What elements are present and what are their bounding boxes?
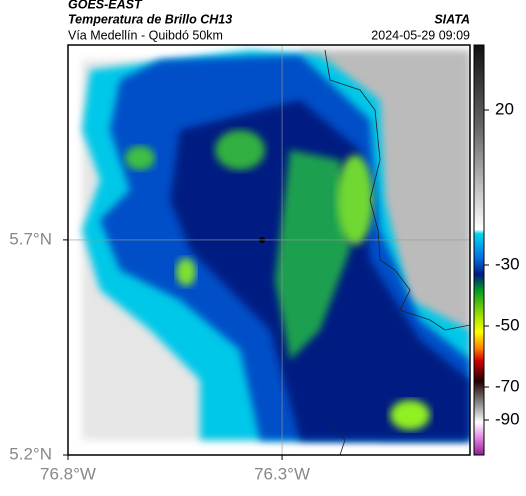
x-tick-label: 76.3°W — [254, 464, 310, 483]
colorbar-label: -30 — [495, 254, 520, 273]
location: Vía Medellín - Quibdó 50km — [68, 28, 223, 42]
y-tick-label: 5.2°N — [9, 444, 52, 463]
x-tick-label: 76.8°W — [40, 464, 96, 483]
colorbar-label: -90 — [495, 409, 520, 428]
map-frame — [67, 44, 471, 456]
colorbar-label: 20 — [495, 99, 514, 118]
subtitle: Temperatura de Brillo CH13 — [68, 12, 232, 26]
colorbar — [473, 44, 485, 456]
satellite-image — [68, 45, 470, 455]
colorbar-label: -50 — [495, 315, 520, 334]
axes: 76.8°W 76.3°W 5.7°N 5.2°N 20 -30 -50 -70 -90 — [9, 45, 520, 483]
datetime: 2024-05-29 09:09 — [371, 28, 470, 42]
title: GOES-EAST — [68, 0, 143, 11]
colorbar-label: -70 — [495, 376, 520, 395]
source: SIATA — [434, 12, 470, 26]
y-tick-label: 5.7°N — [9, 229, 52, 248]
